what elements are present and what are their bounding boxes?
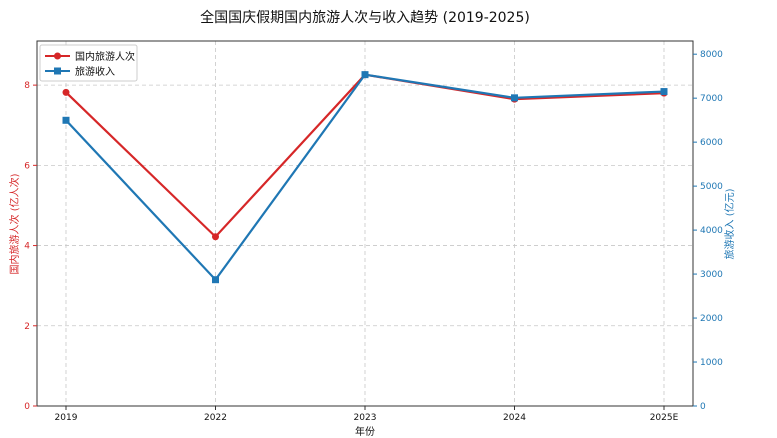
y-right-tick-label: 0: [700, 402, 706, 412]
y-left-tick-label: 6: [24, 161, 30, 171]
data-point-visitors: [62, 88, 70, 96]
data-point-revenue: [660, 88, 668, 96]
y-right-tick-label: 4000: [700, 226, 723, 236]
data-point-revenue: [62, 116, 70, 124]
x-axis-label: 年份: [355, 425, 375, 438]
series-layer: [62, 71, 668, 284]
y-right-tick-label: 6000: [700, 138, 723, 148]
y-right-tick-label: 3000: [700, 270, 723, 280]
y-left-tick-label: 0: [24, 402, 30, 412]
y-left-axis-label: 国内旅游人次 (亿人次): [8, 173, 21, 274]
x-tick-label: 2022: [204, 413, 227, 423]
x-tick-label: 2023: [354, 413, 377, 423]
chart-title: 全国国庆假期国内旅游人次与收入趋势 (2019-2025): [200, 9, 530, 26]
y-left-tick-label: 4: [24, 242, 30, 252]
data-point-visitors: [212, 233, 219, 241]
x-tick-label: 2019: [55, 413, 78, 423]
y-right-axis-label: 旅游收入 (亿元): [723, 188, 736, 259]
legend-label-visitors: 国内旅游人次: [75, 50, 135, 63]
y-right-tick-label: 1000: [700, 358, 723, 368]
y-right-tick-label: 5000: [700, 182, 723, 192]
axis-ticks: 2019 2022 2023 2024 2025E 0 2 4 6 8 0 1000 2000 3000 4…: [24, 50, 723, 423]
legend-label-revenue: 旅游收入: [75, 65, 115, 78]
y-right-tick-label: 2000: [700, 314, 723, 324]
data-point-revenue: [212, 276, 219, 284]
data-point-revenue: [361, 71, 369, 79]
y-left-tick-label: 8: [24, 81, 30, 91]
data-point-revenue: [511, 94, 518, 102]
legend-marker-revenue: [54, 67, 61, 75]
y-left-tick-label: 2: [24, 322, 30, 332]
x-tick-label: 2024: [503, 413, 526, 423]
y-right-tick-label: 7000: [700, 94, 723, 104]
y-right-tick-label: 8000: [700, 50, 723, 60]
legend-marker-visitors: [54, 52, 61, 60]
x-tick-label: 2025E: [650, 413, 679, 423]
legend: 国内旅游人次 旅游收入: [39, 44, 138, 82]
